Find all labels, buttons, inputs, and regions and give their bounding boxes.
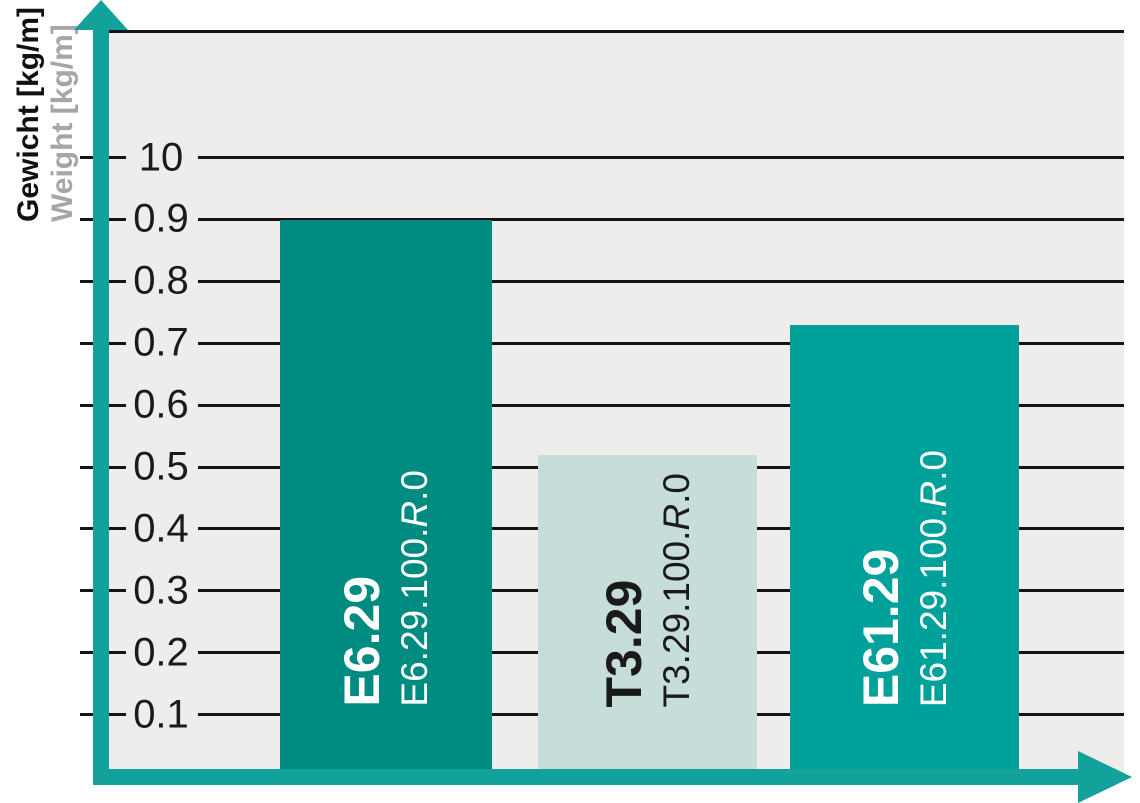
x-axis-arrowhead-icon — [1078, 751, 1132, 803]
bar-label-group: T3.29 T3.29.100.R.0 — [595, 473, 701, 708]
bar-t3-29: T3.29 T3.29.100.R.0 — [538, 455, 757, 777]
part-prefix: E6.29.100. — [394, 528, 435, 707]
y-tick-row: 0.8 — [0, 259, 1140, 303]
bar-e61-29: E61.29 E61.29.100.R.0 — [790, 325, 1019, 777]
gridline — [198, 403, 1124, 407]
y-axis-title-german: Gewicht [kg/m] — [12, 6, 45, 222]
y-axis-title: Gewicht [kg/m] Weight [kg/m] — [12, 6, 80, 222]
gridline — [198, 217, 1124, 221]
part-suffix: .0 — [394, 470, 435, 502]
gridline — [198, 156, 1124, 159]
y-tick-label: 0.8 — [133, 258, 189, 303]
part-italic-r: R — [655, 503, 697, 531]
y-tick-label: 0.1 — [133, 692, 189, 737]
y-tick-row: 0.7 — [0, 321, 1140, 365]
gridline — [198, 279, 1124, 283]
y-tick-label: 0.2 — [133, 630, 189, 675]
bar-series-name: T3.29 — [595, 579, 652, 707]
x-axis-line — [93, 769, 1078, 785]
bar-label-group: E61.29 E61.29.100.R.0 — [852, 450, 958, 707]
bar-series-name: E6.29 — [334, 576, 390, 707]
y-axis-title-english: Weight [kg/m] — [46, 24, 79, 222]
bar-label-group: E6.29 E6.29.100.R.0 — [333, 470, 439, 707]
y-tick-label: 0.9 — [133, 196, 189, 241]
gridline — [198, 341, 1124, 345]
y-tick-label: 0.4 — [133, 506, 189, 551]
bar-part-number: T3.29.100.R.0 — [653, 473, 701, 708]
part-italic-r: R — [394, 501, 435, 529]
y-tick-row: 0.9 — [0, 197, 1140, 241]
y-axis-line — [93, 28, 109, 785]
y-tick-label: 0.5 — [133, 444, 189, 489]
bar-series-name: E61.29 — [852, 548, 909, 707]
y-tick-label: 0.7 — [133, 320, 189, 365]
y-tick-label: 10 — [138, 135, 184, 179]
y-axis-arrowhead-icon — [74, 0, 128, 30]
part-suffix: .0 — [912, 449, 954, 481]
y-tick-label: 0.6 — [133, 382, 189, 427]
plot-top-border — [109, 30, 1124, 33]
part-prefix: T3.29.100. — [655, 530, 697, 707]
part-prefix: E61.29.100. — [912, 507, 954, 707]
y-tick-row: 10 — [0, 135, 1140, 179]
bar-part-number: E61.29.100.R.0 — [910, 450, 958, 707]
bar-part-number: E6.29.100.R.0 — [391, 470, 439, 707]
part-italic-r: R — [912, 480, 954, 508]
y-tick-label: 0.3 — [133, 568, 189, 613]
part-suffix: .0 — [655, 472, 697, 504]
bar-e6-29: E6.29 E6.29.100.R.0 — [280, 220, 492, 777]
